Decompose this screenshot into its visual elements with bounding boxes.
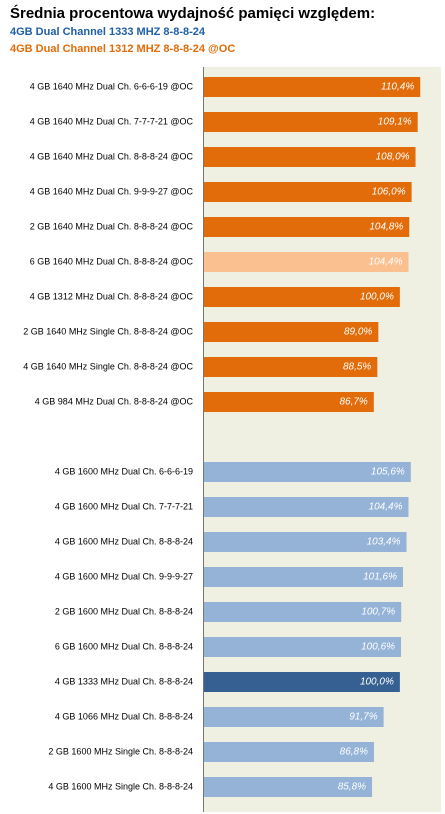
value-label: 88,5% (343, 362, 371, 373)
subtitle: 4GB Dual Channel 1312 MHZ 8-8-8-24 @OC (10, 43, 235, 55)
value-label: 104,4% (369, 502, 403, 513)
category-label: 4 GB 1600 MHz Dual Ch. 7-7-7-21 (55, 501, 193, 511)
value-label: 100,6% (361, 642, 395, 653)
value-label: 103,4% (367, 537, 401, 548)
value-label: 101,6% (363, 572, 397, 583)
category-label: 4 GB 1640 MHz Single Ch. 8-8-8-24 @OC (23, 361, 193, 371)
value-label: 85,8% (338, 782, 366, 793)
bar (204, 672, 400, 692)
value-label: 108,0% (376, 152, 410, 163)
category-label: 2 GB 1600 MHz Single Ch. 8-8-8-24 (48, 746, 193, 756)
bar (204, 112, 418, 132)
value-label: 110,4% (381, 82, 414, 93)
bar (204, 742, 375, 762)
category-label: 2 GB 1600 MHz Dual Ch. 8-8-8-24 (55, 606, 193, 616)
plot-area (203, 67, 441, 812)
category-label: 4 GB 984 MHz Dual Ch. 8-8-8-24 @OC (35, 396, 194, 406)
bar (204, 77, 421, 97)
value-label: 104,8% (369, 222, 403, 233)
bar (204, 147, 416, 167)
value-label: 105,6% (371, 467, 405, 478)
subtitle: 4GB Dual Channel 1333 MHZ 8-8-8-24 (10, 26, 206, 38)
bar (204, 322, 379, 342)
category-label: 4 GB 1600 MHz Dual Ch. 9-9-9-27 (55, 571, 193, 581)
category-label: 4 GB 1312 MHz Dual Ch. 8-8-8-24 @OC (30, 291, 194, 301)
bar (204, 217, 410, 237)
bar (204, 392, 374, 412)
bar (204, 497, 409, 517)
category-label: 4 GB 1600 MHz Single Ch. 8-8-8-24 (48, 781, 193, 791)
category-label: 6 GB 1600 MHz Dual Ch. 8-8-8-24 (55, 641, 193, 651)
chart-title: Średnia procentowa wydajność pamięci wzg… (10, 4, 375, 22)
category-label: 4 GB 1640 MHz Dual Ch. 7-7-7-21 @OC (30, 116, 194, 126)
bar (204, 357, 378, 377)
bar (204, 532, 407, 552)
bar (204, 252, 409, 272)
value-label: 89,0% (344, 327, 372, 338)
category-label: 4 GB 1640 MHz Dual Ch. 9-9-9-27 @OC (30, 186, 194, 196)
category-label: 4 GB 1600 MHz Dual Ch. 6-6-6-19 (55, 466, 193, 476)
value-label: 106,0% (372, 187, 406, 198)
value-label: 100,0% (360, 292, 394, 303)
category-label: 4 GB 1600 MHz Dual Ch. 8-8-8-24 (55, 536, 193, 546)
value-label: 100,7% (361, 607, 395, 618)
value-label: 100,0% (360, 677, 394, 688)
bar (204, 287, 400, 307)
bar (204, 602, 402, 622)
category-label: 4 GB 1066 MHz Dual Ch. 8-8-8-24 (55, 711, 193, 721)
category-label: 4 GB 1640 MHz Dual Ch. 6-6-6-19 @OC (30, 81, 194, 91)
value-label: 104,4% (369, 257, 403, 268)
bar (204, 777, 373, 797)
bar (204, 182, 412, 202)
value-label: 91,7% (349, 712, 377, 723)
bar (204, 567, 404, 587)
value-label: 109,1% (378, 117, 412, 128)
category-label: 4 GB 1333 MHz Dual Ch. 8-8-8-24 (55, 676, 193, 686)
category-label: 4 GB 1640 MHz Dual Ch. 8-8-8-24 @OC (30, 151, 194, 161)
bar (204, 707, 384, 727)
category-label: 2 GB 1640 MHz Single Ch. 8-8-8-24 @OC (23, 326, 193, 336)
category-label: 2 GB 1640 MHz Dual Ch. 8-8-8-24 @OC (30, 221, 194, 231)
value-label: 86,8% (340, 747, 368, 758)
bar (204, 637, 402, 657)
value-label: 86,7% (339, 397, 367, 408)
bar (204, 462, 411, 482)
category-label: 6 GB 1640 MHz Dual Ch. 8-8-8-24 @OC (30, 256, 194, 266)
